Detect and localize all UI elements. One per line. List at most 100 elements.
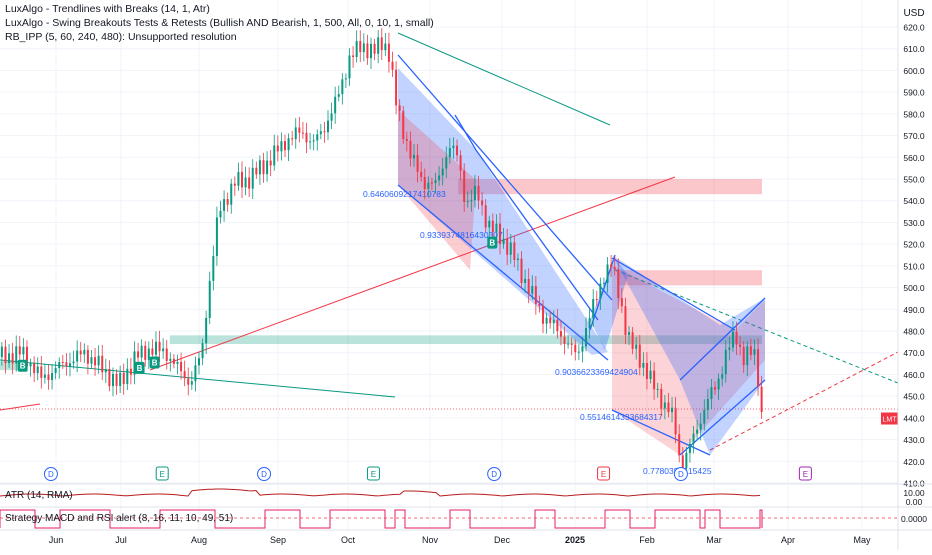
candle-body	[731, 331, 734, 348]
candle-body	[638, 344, 641, 368]
candle-body	[65, 362, 68, 367]
candle-body	[624, 306, 627, 335]
indicator-legend-3[interactable]: RB_IPP (5, 60, 240, 480): Unsupported re…	[5, 31, 237, 43]
macd-pane-label[interactable]: Strategy MACD and RSI alert (8, 16, 11, …	[5, 513, 234, 524]
candle-body	[438, 175, 441, 181]
candle-body	[341, 79, 344, 95]
y-tick-label: 470.0	[903, 348, 925, 358]
candle-body	[126, 368, 129, 385]
candle-body	[309, 141, 312, 143]
y-tick-label: 570.0	[903, 131, 925, 141]
earnings-label: E	[803, 470, 808, 479]
y-tick-label: 480.0	[903, 327, 925, 337]
atr-tick: 0.00	[906, 497, 923, 507]
earnings-label: E	[160, 470, 165, 479]
candle-body	[753, 349, 756, 355]
time-axis: Jun Jul Aug Sep Oct Nov Dec 2025 Feb Mar Apr May	[0, 529, 932, 545]
candle-body	[663, 402, 666, 409]
candle-body	[556, 319, 559, 332]
candle-body	[681, 455, 684, 469]
candle-body	[581, 346, 584, 352]
candle-body	[391, 61, 394, 70]
zone-support	[0, 361, 23, 371]
red-trendline-long	[149, 176, 676, 371]
candle-body	[101, 355, 104, 373]
candle-body	[319, 131, 322, 135]
candle-body	[151, 348, 154, 355]
x-tick-label: 2025	[565, 535, 585, 545]
candle-body	[262, 160, 265, 175]
candle-body	[549, 317, 552, 324]
candle-body	[427, 182, 430, 189]
candle-body	[642, 362, 645, 368]
candle-body	[499, 223, 502, 244]
candle-body	[470, 200, 473, 202]
indicator-legend-2[interactable]: LuxAlgo - Swing Breakouts Tests & Retest…	[5, 17, 434, 29]
dividend-marker	[43, 467, 58, 481]
candle-body	[244, 177, 247, 188]
candle-body	[660, 388, 663, 409]
dividend-marker	[487, 467, 502, 481]
candle-body	[280, 141, 283, 152]
candle-body	[312, 140, 315, 142]
candle-body	[140, 345, 143, 358]
indicator-legend-1[interactable]: LuxAlgo - Trendlines with Breaks (14, 1,…	[5, 3, 210, 15]
candle-body	[559, 331, 562, 337]
candle-body	[283, 141, 286, 151]
candle-body	[248, 177, 251, 189]
candle-body	[631, 332, 634, 349]
last-price-symbol: LMT	[883, 417, 898, 424]
candle-body	[258, 160, 261, 175]
currency-label: USD	[903, 8, 924, 19]
candle-body	[219, 210, 222, 218]
candle-body	[352, 55, 355, 57]
price-axis: USD410.0420.0430.0440.0450.0460.0470.048…	[897, 0, 932, 550]
candle-body	[273, 145, 276, 166]
y-tick-label: 510.0	[903, 261, 925, 271]
candle-body	[237, 171, 240, 186]
buy-signal-marker	[487, 236, 498, 249]
candle-body	[133, 351, 136, 375]
candle-body	[491, 220, 494, 233]
candle-body	[169, 358, 172, 361]
dividend-label: D	[261, 470, 267, 479]
candle-body	[194, 365, 197, 382]
zone-layer	[0, 179, 763, 371]
candle-body	[266, 160, 269, 175]
candle-body	[714, 387, 717, 390]
candle-body	[645, 362, 648, 380]
candle-body	[72, 361, 75, 364]
x-tick-label: Aug	[191, 535, 207, 545]
candle-body	[355, 41, 358, 57]
candle-body	[760, 386, 763, 413]
candle-body	[108, 369, 111, 387]
candle-body	[531, 286, 534, 294]
dividend-label: D	[491, 470, 497, 479]
candle-body	[90, 357, 93, 364]
candle-body	[635, 344, 638, 349]
candle-body	[373, 43, 376, 54]
atr-tick: 10.00	[903, 488, 925, 498]
candle-body	[703, 410, 706, 424]
candle-body	[205, 317, 208, 344]
x-tick-label: Dec	[494, 535, 511, 545]
channel-red-right	[612, 265, 765, 455]
candle-body	[513, 242, 516, 261]
channel-bearish-fill	[398, 68, 608, 355]
channel-label: 0.5514614333684317	[580, 412, 663, 422]
candle-body	[111, 373, 114, 387]
candle-body	[434, 180, 437, 184]
candle-body	[717, 378, 720, 390]
atr-pane-label[interactable]: ATR (14, RMA)	[5, 490, 73, 501]
candle-body	[291, 138, 294, 140]
candle-body	[176, 361, 179, 364]
candle-body	[567, 343, 570, 345]
candle-body	[104, 369, 107, 373]
candle-body	[721, 374, 724, 379]
sub-panes: 10.000.00 0.0000	[0, 483, 932, 529]
grid-lines	[0, 0, 898, 530]
candle-body	[362, 43, 365, 53]
candle-body	[606, 264, 609, 283]
